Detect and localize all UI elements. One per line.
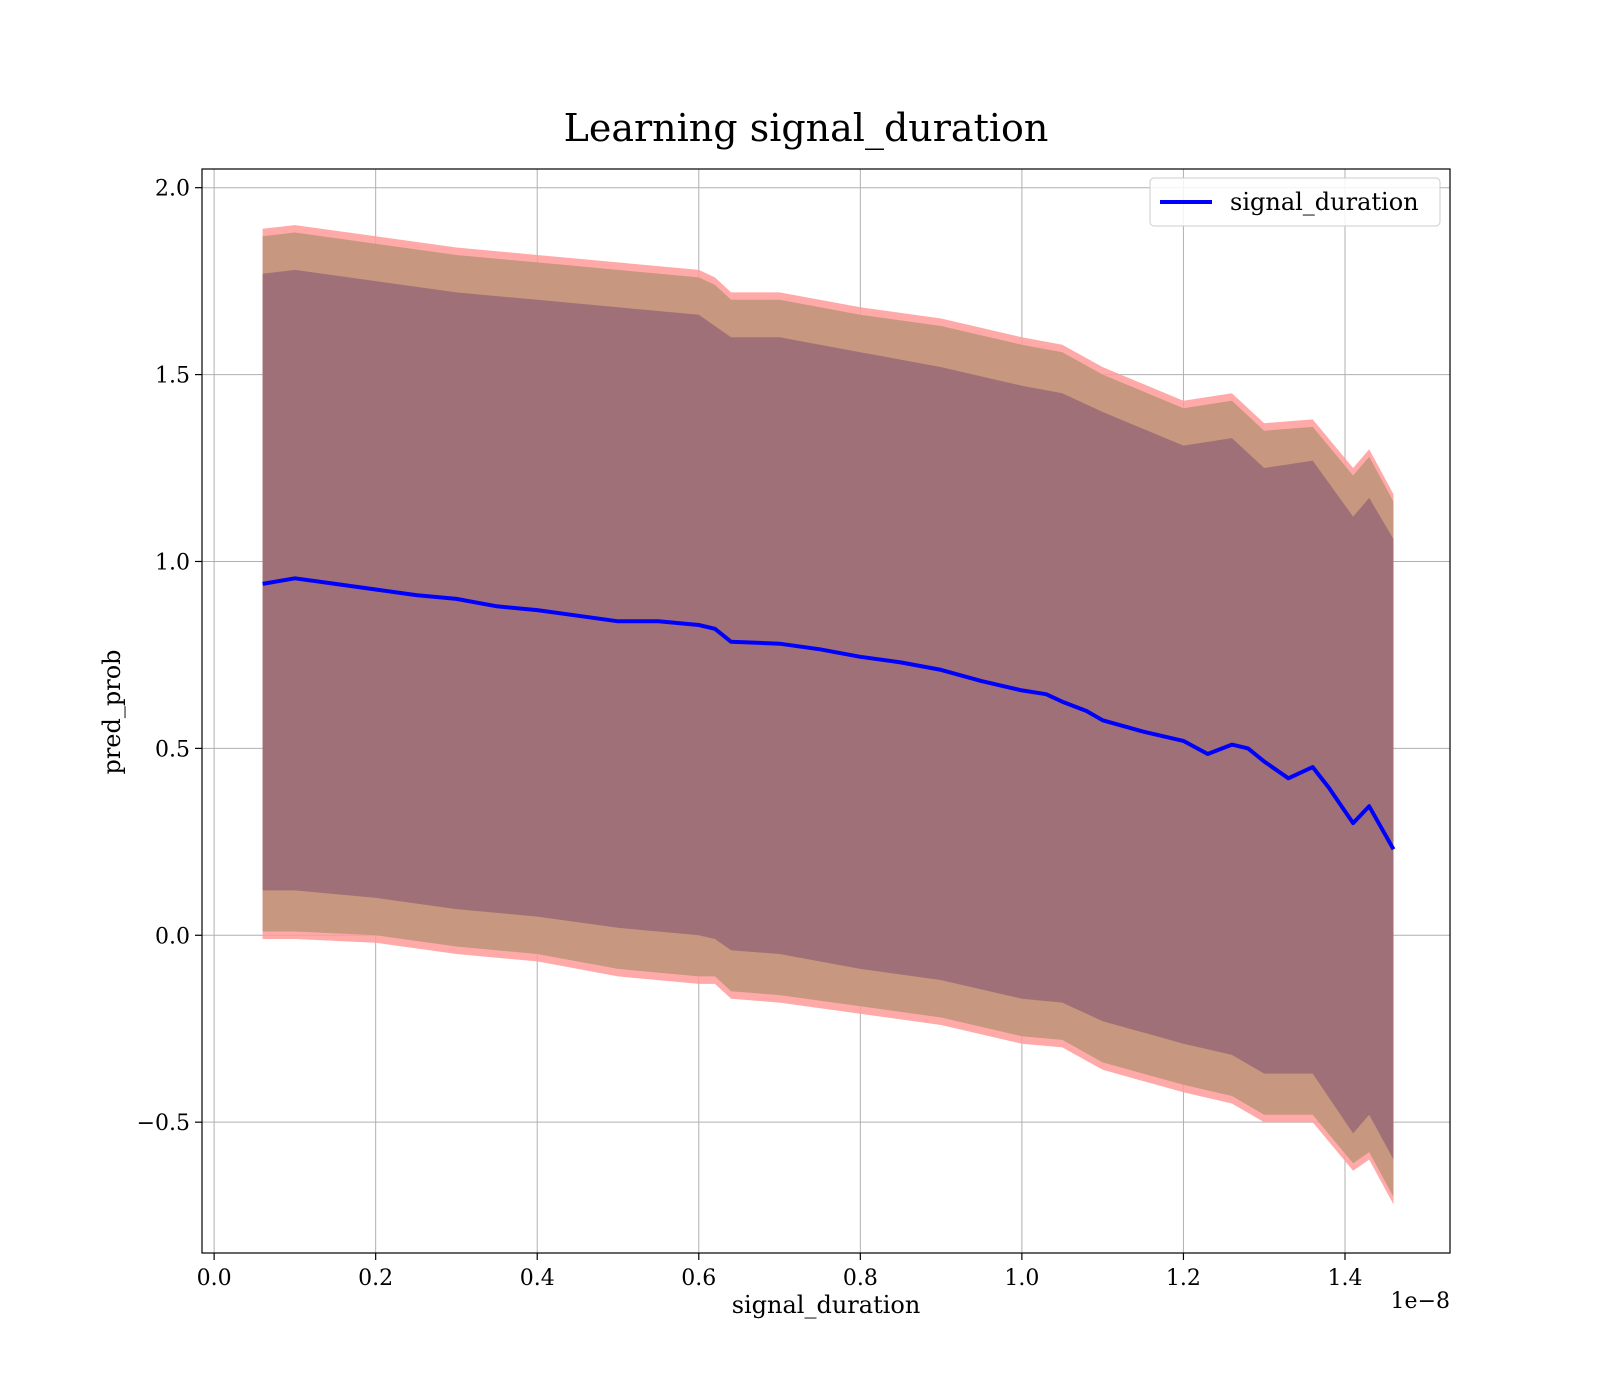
x-tick-label: 1.0 — [1004, 1266, 1039, 1291]
x-tick-label: 1.4 — [1327, 1266, 1362, 1291]
legend: signal_duration — [1149, 177, 1441, 227]
y-tick-label: 1.0 — [155, 550, 190, 575]
x-axis-ticks: 0.0 0.2 0.4 0.6 0.8 1.0 1.2 1.4 — [197, 1253, 1362, 1291]
series-lines — [262, 576, 1396, 851]
y-tick-label: 1.5 — [155, 364, 190, 389]
y-tick-label: −0.5 — [137, 1111, 190, 1136]
plot-frame — [201, 168, 1451, 1254]
x-tick-label: 1.2 — [1166, 1266, 1201, 1291]
x-tick-label: 0.0 — [197, 1266, 232, 1291]
x-tick-label: 0.2 — [358, 1266, 393, 1291]
x-tick-label: 0.6 — [681, 1266, 716, 1291]
y-tick-label: 0.5 — [155, 737, 190, 762]
legend-label-signal-duration: signal_duration — [1230, 188, 1419, 216]
y-tick-label: 2.0 — [155, 177, 190, 202]
y-axis-ticks: −0.5 0.0 0.5 1.0 1.5 2.0 — [137, 177, 202, 1136]
legend-box — [1149, 177, 1441, 227]
confidence-bands — [262, 225, 1394, 1205]
y-axis-label: pred_prob — [98, 649, 126, 774]
series-line-signal-duration — [262, 576, 1396, 851]
inner-confidence-band — [262, 269, 1394, 1160]
x-tick-label: 0.8 — [843, 1266, 878, 1291]
x-axis-offset-text: 1e−8 — [1391, 1289, 1450, 1314]
x-tick-label: 0.4 — [520, 1266, 555, 1291]
x-axis-label: signal_duration — [732, 1291, 921, 1319]
chart-title: Learning signal_duration — [564, 106, 1049, 151]
y-tick-label: 0.0 — [155, 924, 190, 949]
